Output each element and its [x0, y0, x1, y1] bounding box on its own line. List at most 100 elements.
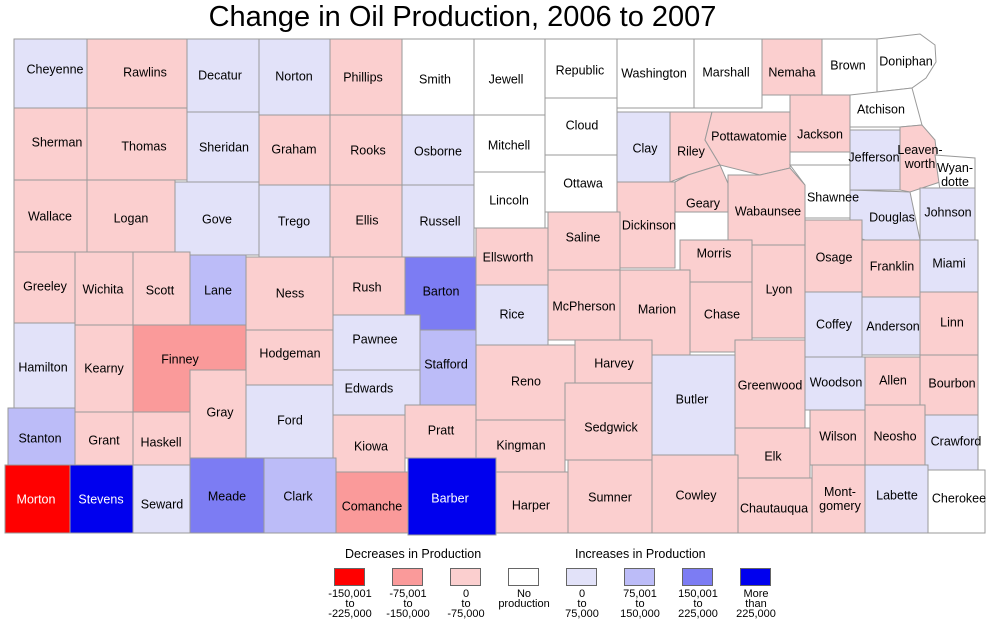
county-label-finney: Finney — [161, 352, 199, 366]
county-label-lincoln: Lincoln — [489, 193, 529, 207]
county-label-dickinson: Dickinson — [622, 218, 676, 232]
county-label-chautauqua: Chautauqua — [740, 501, 808, 515]
legend-label-d0-75: 0 to -75,000 — [447, 588, 485, 620]
county-label-mitchell: Mitchell — [488, 138, 530, 152]
county-label-wichita: Wichita — [83, 282, 124, 296]
legend-swatch-d75-150 — [392, 568, 423, 586]
county-label-harper: Harper — [512, 498, 550, 512]
county-label-osage: Osage — [816, 250, 853, 264]
county-label-kingman: Kingman — [496, 438, 545, 452]
county-label-ellis: Ellis — [356, 213, 379, 227]
county-label-pratt: Pratt — [428, 423, 455, 437]
county-label-rooks: Rooks — [350, 143, 385, 157]
county-label-johnson: Johnson — [924, 205, 971, 219]
county-label-marion: Marion — [638, 302, 676, 316]
legend-label-i0-75: 0 to 75,000 — [565, 588, 599, 620]
county-label-grant: Grant — [88, 433, 120, 447]
legend-label-d150-225: -150,001 to -225,000 — [328, 588, 372, 620]
county-label-crawford: Crawford — [931, 434, 982, 448]
county-barber — [407, 457, 497, 536]
county-shawnee — [789, 164, 851, 219]
county-label-clay: Clay — [632, 141, 658, 155]
county-label-shawnee: Shawnee — [807, 190, 859, 204]
legend-swatch-d0-75 — [450, 568, 481, 586]
county-label-sheridan: Sheridan — [199, 140, 249, 154]
legend-swatch-i0-75 — [566, 568, 597, 586]
county-label-clark: Clark — [283, 489, 313, 503]
county-label-cowley: Cowley — [676, 488, 718, 502]
county-label-osborne: Osborne — [414, 144, 462, 158]
county-label-wyan-dotte: Wyan-dotte — [937, 161, 973, 189]
legend-label-i75-150: 75,001 to 150,000 — [620, 588, 660, 620]
county-label-rawlins: Rawlins — [123, 65, 167, 79]
county-label-sedgwick: Sedgwick — [584, 420, 638, 434]
legend-label-d75-150: -75,001 to -150,000 — [386, 588, 430, 620]
county-label-decatur: Decatur — [198, 68, 242, 82]
county-label-edwards: Edwards — [345, 381, 394, 395]
county-label-marshall: Marshall — [702, 65, 749, 79]
county-label-comanche: Comanche — [342, 499, 402, 513]
county-label-leaven-worth: Leaven-worth — [897, 143, 942, 171]
county-label-norton: Norton — [275, 69, 313, 83]
county-label-mcpherson: McPherson — [552, 299, 615, 313]
county-label-chase: Chase — [704, 307, 740, 321]
county-label-sumner: Sumner — [588, 490, 632, 504]
county-label-rush: Rush — [352, 280, 381, 294]
county-label-lane: Lane — [204, 283, 232, 297]
county-label-barton: Barton — [423, 284, 460, 298]
county-label-saline: Saline — [566, 230, 601, 244]
county-label-anderson: Anderson — [866, 319, 920, 333]
county-label-labette: Labette — [876, 488, 918, 502]
legend-swatch-d150-225 — [334, 568, 365, 586]
county-label-kearny: Kearny — [84, 361, 124, 375]
county-label-geary: Geary — [686, 196, 721, 210]
county-label-pawnee: Pawnee — [352, 332, 397, 346]
county-label-smith: Smith — [419, 72, 451, 86]
county-marshall — [693, 38, 763, 109]
county-label-thomas: Thomas — [121, 139, 166, 153]
county-label-franklin: Franklin — [870, 259, 915, 273]
county-label-greenwood: Greenwood — [738, 378, 803, 392]
county-label-stevens: Stevens — [78, 492, 123, 506]
county-label-butler: Butler — [676, 392, 709, 406]
county-label-stafford: Stafford — [424, 357, 468, 371]
county-label-ottawa: Ottawa — [563, 176, 603, 190]
county-label-morris: Morris — [697, 246, 732, 260]
county-label-cherokee: Cherokee — [932, 491, 986, 505]
county-label-elk: Elk — [764, 449, 782, 463]
legend-swatch-i150-225 — [682, 568, 713, 586]
county-label-haskell: Haskell — [141, 435, 182, 449]
county-label-washington: Washington — [621, 66, 687, 80]
county-label-doniphan: Doniphan — [879, 54, 933, 68]
county-label-morton: Morton — [17, 492, 56, 506]
county-label-seward: Seward — [141, 497, 183, 511]
county-label-logan: Logan — [114, 211, 149, 225]
county-label-meade: Meade — [208, 489, 246, 503]
county-label-allen: Allen — [879, 373, 907, 387]
county-label-greeley: Greeley — [23, 279, 68, 293]
county-label-ness: Ness — [276, 286, 304, 300]
legend-decreases-heading: Decreases in Production — [345, 547, 482, 561]
county-label-barber: Barber — [431, 491, 469, 505]
county-label-harvey: Harvey — [594, 356, 634, 370]
county-label-mont-gomery: Mont-gomery — [819, 485, 861, 513]
county-label-douglas: Douglas — [869, 210, 915, 224]
county-label-woodson: Woodson — [810, 375, 863, 389]
county-label-coffey: Coffey — [816, 317, 853, 331]
county-cherokee — [927, 469, 986, 534]
county-label-pottawatomie: Pottawatomie — [711, 129, 787, 143]
county-label-graham: Graham — [271, 142, 316, 156]
county-label-stanton: Stanton — [18, 431, 61, 445]
county-label-jefferson: Jefferson — [848, 150, 899, 164]
county-label-republic: Republic — [556, 63, 605, 77]
county-label-ford: Ford — [277, 413, 303, 427]
legend-swatch-i75-150 — [624, 568, 655, 586]
county-label-scott: Scott — [146, 283, 175, 297]
county-label-rice: Rice — [499, 307, 524, 321]
legend-label-none: No production — [498, 588, 550, 610]
county-label-jackson: Jackson — [797, 127, 843, 141]
county-label-sherman: Sherman — [32, 135, 83, 149]
legend-swatch-none — [508, 568, 539, 586]
county-label-cloud: Cloud — [566, 118, 599, 132]
